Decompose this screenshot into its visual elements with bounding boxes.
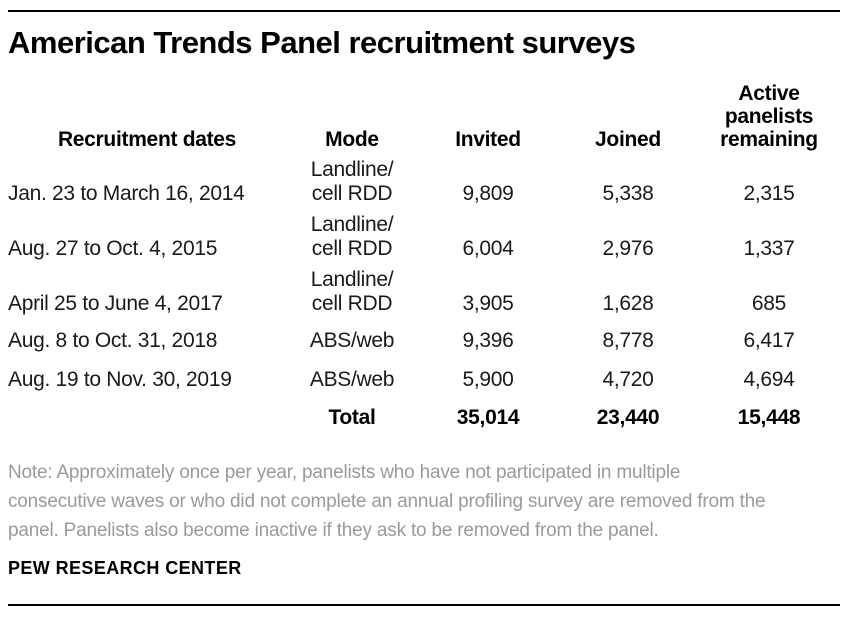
total-row-spacer — [8, 397, 286, 435]
table-row: Jan. 23 to March 16, 2014 Landline/ cell… — [8, 156, 840, 211]
cell-active: 685 — [751, 292, 787, 315]
cell-invited: 9,809 — [462, 182, 514, 205]
col-header-active-panelists-remaining: Active panelists remaining — [720, 82, 818, 151]
cell-invited: 9,396 — [462, 329, 514, 352]
cell-joined: 5,338 — [602, 182, 654, 205]
cell-mode: Landline/ cell RDD — [310, 268, 394, 315]
col-header-recruitment-dates: Recruitment dates — [57, 128, 237, 151]
cell-dates: Aug. 8 to Oct. 31, 2018 — [8, 329, 218, 352]
cell-active: 4,694 — [743, 368, 795, 391]
top-rule — [8, 10, 840, 12]
cell-joined: 2,976 — [602, 237, 654, 260]
cell-mode: Landline/ cell RDD — [310, 213, 394, 260]
total-joined: 23,440 — [596, 406, 660, 429]
table-row: Aug. 19 to Nov. 30, 2019 ABS/web 5,900 4… — [8, 358, 840, 397]
cell-mode: ABS/web — [309, 368, 395, 391]
cell-invited: 3,905 — [462, 292, 514, 315]
table-row: Aug. 8 to Oct. 31, 2018 ABS/web 9,396 8,… — [8, 321, 840, 358]
cell-mode: ABS/web — [309, 329, 395, 352]
cell-invited: 6,004 — [462, 237, 514, 260]
source-wordmark: PEW RESEARCH CENTER — [8, 558, 242, 578]
note-line: consecutive waves or who did not complet… — [8, 491, 766, 512]
total-invited: 35,014 — [456, 406, 520, 429]
recruitment-surveys-table: Recruitment dates Mode Invited Joined Ac… — [8, 82, 840, 435]
note-line: panel. Panelists also become inactive if… — [8, 520, 659, 541]
bottom-rule — [8, 604, 840, 606]
cell-dates: April 25 to June 4, 2017 — [8, 292, 223, 315]
note-line: Note: Approximately once per year, panel… — [8, 462, 681, 483]
col-header-joined: Joined — [595, 128, 661, 151]
cell-invited: 5,900 — [462, 368, 514, 391]
cell-joined: 8,778 — [602, 329, 654, 352]
cell-dates: Jan. 23 to March 16, 2014 — [8, 182, 245, 205]
cell-active: 2,315 — [743, 182, 795, 205]
col-header-mode: Mode — [325, 128, 379, 151]
cell-joined: 1,628 — [602, 292, 654, 315]
col-header-invited: Invited — [455, 128, 521, 151]
pew-table-figure: American Trends Panel recruitment survey… — [0, 10, 848, 628]
page-title: American Trends Panel recruitment survey… — [8, 25, 636, 60]
table-row: April 25 to June 4, 2017 Landline/ cell … — [8, 266, 840, 321]
cell-joined: 4,720 — [602, 368, 654, 391]
cell-dates: Aug. 27 to Oct. 4, 2015 — [8, 237, 218, 260]
table-total-row: Total 35,014 23,440 15,448 — [8, 397, 840, 435]
table-header-row: Recruitment dates Mode Invited Joined Ac… — [8, 82, 840, 156]
cell-dates: Aug. 19 to Nov. 30, 2019 — [8, 368, 232, 391]
total-label: Total — [328, 406, 376, 429]
table-row: Aug. 27 to Oct. 4, 2015 Landline/ cell R… — [8, 211, 840, 266]
total-active: 15,448 — [737, 406, 801, 429]
cell-mode: Landline/ cell RDD — [310, 158, 394, 205]
footnote: Note: Approximately once per year, panel… — [8, 458, 840, 545]
cell-active: 1,337 — [743, 237, 795, 260]
cell-active: 6,417 — [743, 329, 795, 352]
